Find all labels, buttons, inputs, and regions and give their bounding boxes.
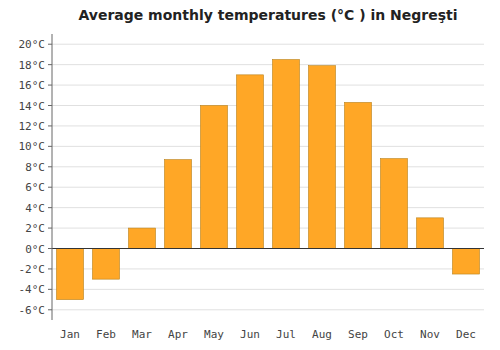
- bar: [165, 160, 192, 249]
- x-axis-labels: Jan Feb Mar Apr May Jun Jul Aug Sep Oct Nov Dec: [60, 328, 476, 341]
- y-tick: [48, 248, 52, 249]
- x-tick-label: Apr: [168, 328, 188, 341]
- y-tick-label: 0°C: [25, 243, 45, 256]
- x-tick-label: Jan: [60, 328, 80, 341]
- y-tick: [48, 85, 52, 86]
- y-tick-label: -4°C: [19, 283, 46, 296]
- grid: [52, 44, 484, 310]
- y-tick-label: 2°C: [25, 222, 45, 235]
- grid-line: [52, 125, 484, 126]
- y-axis-labels: -6°C -4°C -2°C 0°C 2°C 4°C 6°C 8°C 10°C 12°C 14°C 1…: [19, 38, 53, 317]
- x-tick-label: Oct: [384, 328, 404, 341]
- y-tick-label: 4°C: [25, 202, 45, 215]
- x-tick-label: Jun: [240, 328, 260, 341]
- zero-line: [52, 248, 484, 249]
- chart-title: Average monthly temperatures (°C ) in Ne…: [78, 7, 457, 23]
- bar: [93, 249, 120, 280]
- y-tick: [48, 228, 52, 229]
- bar: [309, 66, 336, 249]
- grid-line: [52, 207, 484, 208]
- bar: [345, 102, 372, 248]
- y-tick-label: 14°C: [19, 100, 46, 113]
- grid-line: [52, 85, 484, 86]
- x-tick-label: Sep: [348, 328, 368, 341]
- y-tick-label: 8°C: [25, 161, 45, 174]
- bar: [129, 228, 156, 248]
- x-tick-label: Nov: [420, 328, 440, 341]
- y-tick-label: 16°C: [19, 79, 46, 92]
- y-tick: [48, 268, 52, 269]
- bar: [417, 218, 444, 249]
- bar: [57, 249, 84, 300]
- bar: [273, 60, 300, 249]
- bar: [381, 159, 408, 249]
- y-tick-label: -2°C: [19, 263, 46, 276]
- grid-line: [52, 309, 484, 310]
- grid-line: [52, 166, 484, 167]
- chart-svg: Average monthly temperatures (°C ) in Ne…: [0, 0, 500, 350]
- y-tick: [48, 187, 52, 188]
- x-tick-label: Jul: [276, 328, 296, 341]
- grid-line: [52, 146, 484, 147]
- y-tick: [48, 166, 52, 167]
- y-tick-label: -6°C: [19, 304, 46, 317]
- y-axis-line: [52, 34, 53, 320]
- y-tick-label: 6°C: [25, 181, 45, 194]
- y-tick-label: 20°C: [19, 38, 46, 51]
- y-tick: [48, 309, 52, 310]
- bar: [201, 106, 228, 249]
- grid-line: [52, 64, 484, 65]
- y-tick: [48, 146, 52, 147]
- y-tick-label: 12°C: [19, 120, 46, 133]
- y-tick: [48, 105, 52, 106]
- y-tick-label: 10°C: [19, 140, 46, 153]
- x-tick-label: Mar: [132, 328, 152, 341]
- y-tick: [48, 64, 52, 65]
- x-tick-label: Dec: [456, 328, 476, 341]
- y-tick: [48, 289, 52, 290]
- grid-line: [52, 187, 484, 188]
- y-tick: [48, 44, 52, 45]
- grid-line: [52, 289, 484, 290]
- chart-container: Average monthly temperatures (°C ) in Ne…: [0, 0, 500, 350]
- y-tick: [48, 125, 52, 126]
- y-tick: [48, 207, 52, 208]
- x-tick-label: May: [204, 328, 224, 341]
- grid-line: [52, 105, 484, 106]
- grid-line: [52, 248, 484, 249]
- y-tick-label: 18°C: [19, 59, 46, 72]
- bar: [453, 249, 480, 275]
- bars: [57, 60, 480, 300]
- bar: [237, 75, 264, 249]
- x-tick-label: Aug: [312, 328, 332, 341]
- x-tick-label: Feb: [96, 328, 116, 341]
- grid-line: [52, 44, 484, 45]
